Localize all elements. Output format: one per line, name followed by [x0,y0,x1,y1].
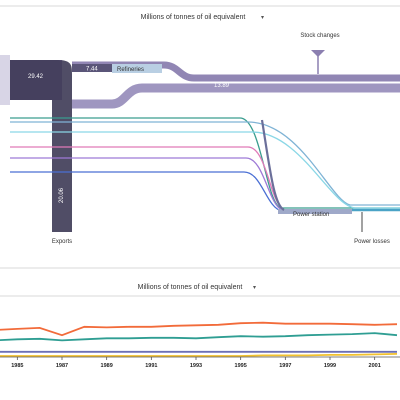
thin-flow-line[interactable] [10,157,283,211]
line-chart-title: Millions of tonnes of oil equivalent [138,284,243,291]
thin-flow-line[interactable] [10,131,400,209]
power-losses-label: Power losses [354,239,390,245]
flow-main-band[interactable] [72,83,400,109]
power-station-node[interactable] [278,209,352,214]
x-tick-label: 1987 [56,363,68,369]
x-tick-label: 1993 [190,363,202,369]
sankey-title: Millions of tonnes of oil equivalent [141,14,246,21]
stock-changes-marker[interactable] [311,50,325,57]
x-tick-label: 1991 [145,363,157,369]
x-axis-ticks: 1985 1987 1989 1991 1993 1995 1997 1999 2001 [11,357,381,369]
source-edge-block [0,55,10,105]
to-refineries-value: 7.44 [86,67,98,73]
flow-exports[interactable] [10,60,72,232]
stock-changes-label: Stock changes [300,33,339,39]
sankey-title-dropdown-icon[interactable]: ▾ [261,15,264,21]
flow-to-power-station[interactable] [260,119,285,211]
line-chart-title-dropdown-icon[interactable]: ▾ [253,285,256,291]
primary-value: 29.42 [28,74,44,80]
main-band-value: 13.89 [214,83,230,89]
flow-main-upper[interactable] [72,61,400,82]
power-station-label: Power station [293,212,329,218]
sankey-panel: Millions of tonnes of oil equivalent ▾ S… [0,14,400,245]
x-tick-label: 1997 [279,363,291,369]
x-tick-label: 1989 [101,363,113,369]
line-chart-panel: Millions of tonnes of oil equivalent ▾ 1… [0,284,400,369]
flow-to-refineries[interactable] [72,64,112,72]
exports-label: Exports [52,239,72,245]
thin-flow-line[interactable] [10,171,283,212]
x-tick-label: 1995 [235,363,247,369]
x-tick-label: 2001 [369,363,381,369]
refineries-node[interactable] [112,64,162,73]
x-tick-label: 1985 [11,363,23,369]
line-series-group [0,321,398,357]
thin-flow-line[interactable] [10,121,400,206]
thin-flow-lines [10,117,400,212]
exports-value: 20.06 [59,187,65,203]
refineries-label: Refineries [117,67,144,73]
series-line[interactable] [0,321,398,337]
x-tick-label: 1999 [324,363,336,369]
series-line[interactable] [0,353,398,357]
thin-flow-line[interactable] [10,146,283,209]
series-line[interactable] [0,332,398,342]
